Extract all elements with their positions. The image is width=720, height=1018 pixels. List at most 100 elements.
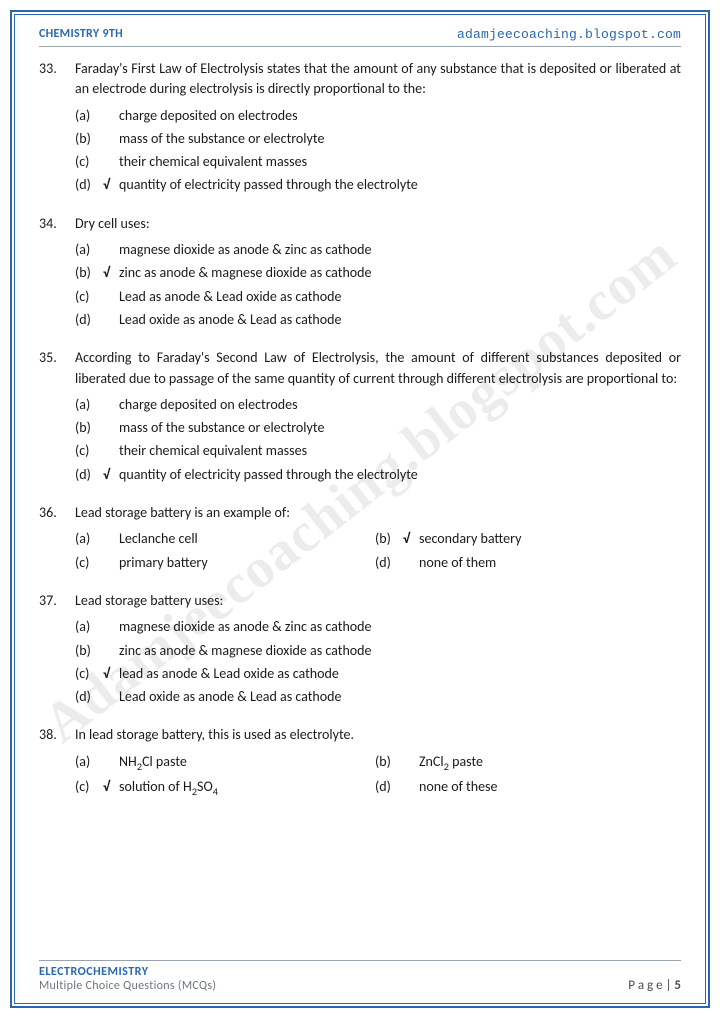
option-row: (d)√quantity of electricity passed throu…: [75, 465, 681, 485]
option-cell: (d) none of them: [375, 553, 681, 573]
page-container: CHEMISTRY 9TH adamjeecoaching.blogspot.c…: [14, 14, 706, 1004]
options-list: (a) magnese dioxide as anode & zinc as ca…: [39, 240, 681, 330]
check-icon: √: [103, 777, 119, 799]
check-icon: [103, 752, 119, 774]
header-right: adamjeecoaching.blogspot.com: [457, 27, 681, 42]
check-icon: [103, 617, 119, 637]
option-label: (c): [75, 441, 103, 461]
option-text: secondary battery: [419, 529, 681, 549]
option-label: (b): [75, 641, 103, 661]
question-block: 34.Dry cell uses: (a) magnese dioxide as a…: [39, 214, 681, 330]
footer-page: P a g e | 5: [628, 978, 681, 993]
questions-content: 33.Faraday's First Law of Electrolysis s…: [39, 59, 681, 799]
options-list: (a)charge deposited on electrodes (b)mass…: [39, 395, 681, 485]
question-block: 35.According to Faraday's Second Law of …: [39, 348, 681, 485]
check-icon: [103, 441, 119, 461]
option-cell: (a)NH2Cl paste: [75, 752, 375, 774]
question-text: In lead storage battery, this is used as…: [75, 725, 681, 745]
option-text: none of them: [419, 553, 681, 573]
question-number: 37.: [39, 591, 75, 611]
page-header: CHEMISTRY 9TH adamjeecoaching.blogspot.c…: [39, 27, 681, 47]
check-icon: [103, 418, 119, 438]
option-label: (a): [75, 106, 103, 126]
option-label: (c): [75, 553, 103, 573]
option-text: charge deposited on electrodes: [119, 106, 681, 126]
page-footer: ELECTROCHEMISTRY Multiple Choice Questio…: [39, 960, 681, 993]
check-icon: [403, 553, 419, 573]
option-text: mass of the substance or electrolyte: [119, 129, 681, 149]
option-label: (a): [75, 395, 103, 415]
question-number: 33.: [39, 59, 75, 100]
option-row: (d)Lead oxide as anode & Lead as cathode: [75, 687, 681, 707]
footer-subtitle: Multiple Choice Questions (MCQs): [39, 979, 216, 993]
question-head: 38.In lead storage battery, this is used…: [39, 725, 681, 745]
option-row: (a) charge deposited on electrodes: [75, 106, 681, 126]
option-row: (b)√zinc as anode & magnese dioxide as c…: [75, 263, 681, 283]
options-grid: (a)NH2Cl paste(b)ZnCl2 paste(c)√solution…: [39, 752, 681, 799]
option-row: (c)their chemical equivalent masses: [75, 152, 681, 172]
footer-topic: ELECTROCHEMISTRY: [39, 965, 216, 979]
option-label: (c): [75, 664, 103, 684]
question-head: 35.According to Faraday's Second Law of …: [39, 348, 681, 389]
question-head: 36.Lead storage battery is an example of…: [39, 503, 681, 523]
check-icon: [103, 395, 119, 415]
question-text: Faraday's First Law of Electrolysis stat…: [75, 59, 681, 100]
option-row: (d)Lead oxide as anode & Lead as cathode: [75, 310, 681, 330]
option-label: (b): [75, 129, 103, 149]
option-label: (d): [75, 175, 103, 195]
option-label: (a): [75, 529, 103, 549]
check-icon: [103, 553, 119, 573]
question-block: 36.Lead storage battery is an example of…: [39, 503, 681, 573]
option-row: (b) mass of the substance or electrolyte: [75, 129, 681, 149]
footer-left: ELECTROCHEMISTRY Multiple Choice Questio…: [39, 965, 216, 993]
check-icon: [103, 152, 119, 172]
check-icon: √: [103, 263, 119, 283]
page-number: 5: [674, 978, 681, 993]
check-icon: [103, 310, 119, 330]
option-text: their chemical equivalent masses: [119, 152, 681, 172]
question-text: Lead storage battery is an example of:: [75, 503, 681, 523]
question-number: 38.: [39, 725, 75, 745]
option-label: (a): [75, 752, 103, 774]
option-text: Leclanche cell: [119, 529, 375, 549]
option-label: (d): [375, 553, 403, 573]
option-row: (c) primary battery(d) none of them: [75, 553, 681, 573]
option-text: zinc as anode & magnese dioxide as catho…: [119, 263, 681, 283]
option-label: (d): [75, 687, 103, 707]
check-icon: [103, 106, 119, 126]
option-row: (b) zinc as anode & magnese dioxide as ca…: [75, 641, 681, 661]
option-text: their chemical equivalent masses: [119, 441, 681, 461]
option-text: magnese dioxide as anode & zinc as catho…: [119, 240, 681, 260]
option-text: Lead as anode & Lead oxide as cathode: [119, 287, 681, 307]
question-block: 33.Faraday's First Law of Electrolysis s…: [39, 59, 681, 196]
check-icon: [103, 129, 119, 149]
option-row: (c)√lead as anode & Lead oxide as cathod…: [75, 664, 681, 684]
option-cell: (c) primary battery: [75, 553, 375, 573]
options-list: (a)magnese dioxide as anode & zinc as ca…: [39, 617, 681, 707]
check-icon: √: [103, 664, 119, 684]
option-row: (a) Leclanche cell(b)√secondary battery: [75, 529, 681, 549]
option-cell: (d)none of these: [375, 777, 681, 799]
option-row: (a) magnese dioxide as anode & zinc as ca…: [75, 240, 681, 260]
question-text: Lead storage battery uses:: [75, 591, 681, 611]
check-icon: [403, 777, 419, 799]
option-text: quantity of electricity passed through t…: [119, 465, 681, 485]
header-left: CHEMISTRY 9TH: [39, 27, 123, 42]
option-text: primary battery: [119, 553, 375, 573]
option-label: (d): [75, 465, 103, 485]
option-row: (b)mass of the substance or electrolyte: [75, 418, 681, 438]
option-text: ZnCl2 paste: [419, 752, 681, 774]
option-text: quantity of electricity passed through t…: [119, 175, 681, 195]
option-label: (a): [75, 240, 103, 260]
option-text: lead as anode & Lead oxide as cathode: [119, 664, 681, 684]
option-label: (a): [75, 617, 103, 637]
page-prefix: P a g e |: [628, 978, 674, 993]
check-icon: [403, 752, 419, 774]
option-text: zinc as anode & magnese dioxide as catho…: [119, 641, 681, 661]
option-row: (a)charge deposited on electrodes: [75, 395, 681, 415]
option-row: (c) their chemical equivalent masses: [75, 441, 681, 461]
question-head: 34.Dry cell uses:: [39, 214, 681, 234]
option-cell: (b)√secondary battery: [375, 529, 681, 549]
option-text: mass of the substance or electrolyte: [119, 418, 681, 438]
check-icon: √: [403, 529, 419, 549]
